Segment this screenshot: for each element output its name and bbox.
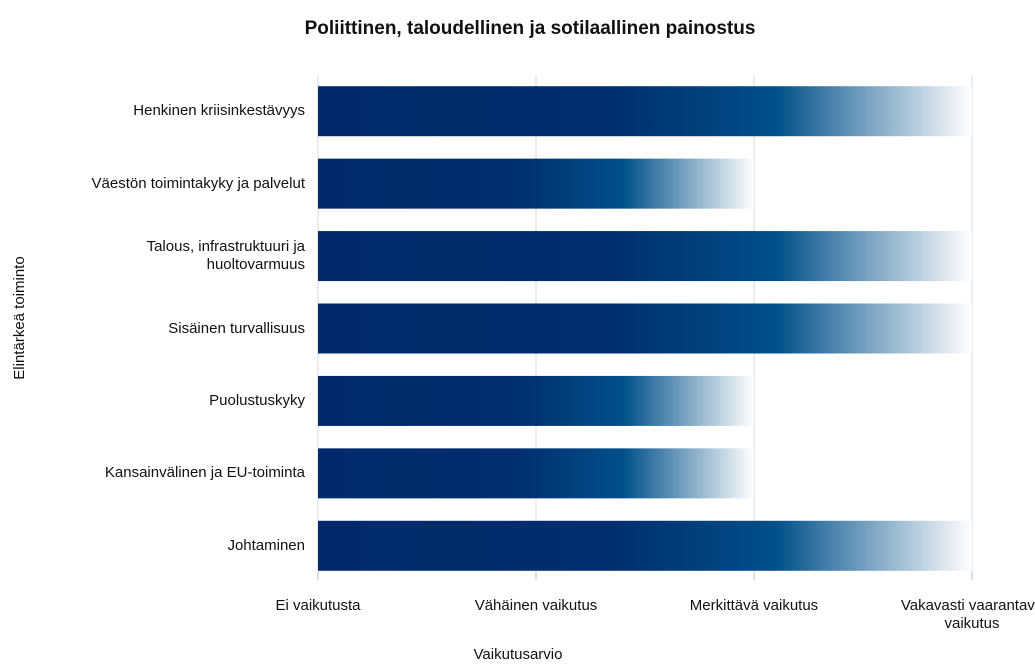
y-tick-label: Talous, infrastruktuuri ja huoltovarmuus (146, 238, 305, 274)
y-tick-label: Kansainvälinen ja EU-toiminta (104, 464, 305, 482)
y-tick-label: Henkinen kriisinkestävyys (133, 102, 305, 120)
x-tick-label: Merkittävä vaikutus (689, 597, 819, 614)
y-axis-label: Elintärkeä toiminto (11, 256, 28, 380)
bar (318, 303, 972, 354)
bar (318, 520, 972, 571)
bar (318, 158, 754, 209)
x-tick-label: Ei vaikutusta (275, 597, 361, 614)
y-tick-label: Puolustuskyky (209, 391, 305, 409)
bar (318, 375, 754, 426)
bar (318, 86, 972, 137)
y-tick-label: Väestön toimintakyky ja palvelut (91, 174, 305, 192)
x-axis-label: Vaikutusarvio (473, 646, 563, 663)
bar (318, 448, 754, 499)
y-tick-label: Sisäinen turvallisuus (168, 319, 305, 337)
y-tick-label: Johtaminen (227, 536, 305, 554)
bar (318, 231, 972, 282)
x-tick-label: Vähäinen vaikutus (474, 597, 598, 614)
x-tick-label: Vakavasti vaarantava vaikutus (900, 597, 1035, 632)
chart-title: Poliittinen, taloudellinen ja sotilaalli… (304, 18, 756, 39)
